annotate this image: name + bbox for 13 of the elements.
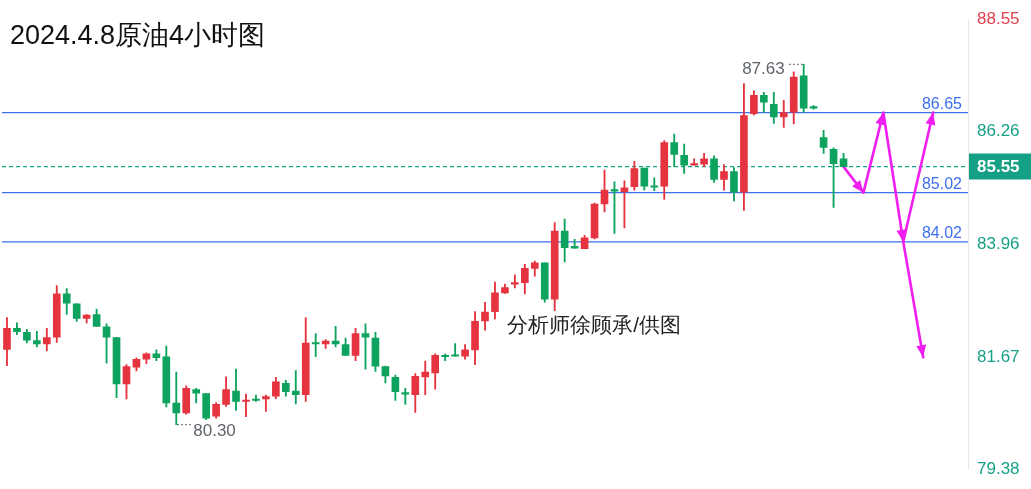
ref-line-label: 85.02	[921, 174, 963, 192]
annotation: 87.63	[742, 59, 785, 79]
ref-line-label: 85.55	[977, 157, 1020, 177]
annotation: 80.30	[193, 421, 236, 441]
chart-title: 2024.4.8原油4小时图	[10, 20, 266, 51]
y-tick-label: 79.38	[977, 459, 1020, 479]
y-tick-label: 81.67	[977, 346, 1020, 366]
y-tick-label: 83.96	[977, 234, 1020, 254]
y-tick-label: 86.26	[977, 121, 1020, 141]
ref-line-label: 86.65	[921, 94, 963, 112]
y-tick-label: 88.55	[977, 8, 1020, 28]
ref-line-label: 84.02	[921, 223, 963, 241]
annotation: 分析师徐顾承/供图	[507, 313, 682, 337]
